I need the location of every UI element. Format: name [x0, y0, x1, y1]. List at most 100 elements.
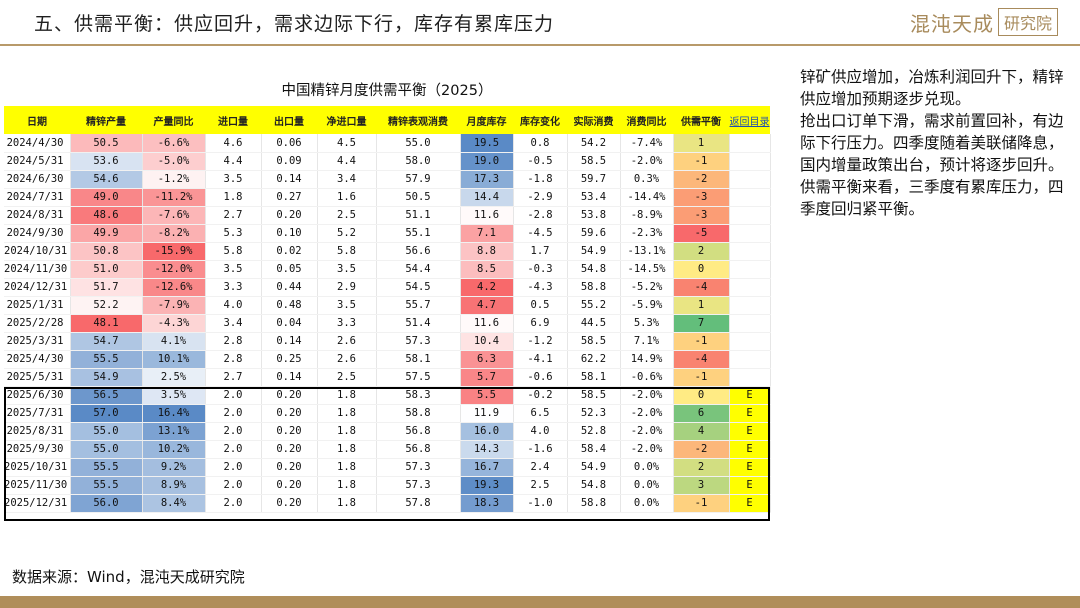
table-header-row: 日期 精锌产量 产量同比 进口量 出口量 净进口量 精锌表观消费 月度库存 库存… — [4, 106, 770, 134]
table-cell: 54.6 — [70, 170, 143, 189]
table-cell: -4 — [673, 350, 730, 369]
table-cell: 59.6 — [567, 224, 621, 243]
date-cell: 2025/6/30 — [4, 386, 71, 405]
table-cell: -2.0% — [620, 386, 674, 405]
table-cell: 2.7 — [205, 206, 262, 225]
table-cell: 51.4 — [376, 314, 461, 333]
table-cell: 57.3 — [376, 458, 461, 477]
table-cell: -6.6% — [142, 134, 206, 153]
estimate-flag-cell — [729, 206, 771, 225]
table-cell: 0.20 — [261, 422, 318, 441]
table-cell: -1.0 — [513, 494, 568, 513]
table-cell: 18.3 — [460, 494, 514, 513]
table-cell: 5.3 — [205, 224, 262, 243]
date-cell: 2024/4/30 — [4, 134, 71, 153]
table-cell: 57.0 — [70, 404, 143, 423]
table-cell: 54.8 — [567, 476, 621, 495]
table-cell: 0 — [673, 260, 730, 279]
commentary-paragraph: 抢出口订单下滑，需求前置回补，有边际下行压力。四季度随着美联储降息，国内增量政策… — [800, 112, 1064, 174]
table-cell: 7.1% — [620, 332, 674, 351]
table-cell: 2.0 — [205, 422, 262, 441]
table-cell: 8.4% — [142, 494, 206, 513]
table-cell: 54.9 — [567, 458, 621, 477]
table-cell: 54.9 — [567, 242, 621, 261]
table-cell: -8.9% — [620, 206, 674, 225]
estimate-flag-cell — [729, 278, 771, 297]
estimate-flag-cell: E — [729, 458, 771, 477]
table-cell: 55.0 — [70, 422, 143, 441]
table-cell: 0.20 — [261, 476, 318, 495]
table-cell: 2.0 — [205, 494, 262, 513]
data-source-note: 数据来源：Wind，混沌天成研究院 — [12, 568, 245, 586]
table-cell: 2.0 — [205, 386, 262, 405]
table-cell: 11.6 — [460, 206, 514, 225]
table-cell: -14.5% — [620, 260, 674, 279]
table-row: 2025/12/31 56.0 8.4% 2.0 0.20 1.8 57.8 18.3 -1.0… — [4, 494, 771, 513]
table-row: 2024/11/30 51.0 -12.0% 3.5 0.05 3.5 54.4 8.5 -0.… — [4, 260, 771, 279]
table-cell: 58.3 — [376, 386, 461, 405]
date-cell: 2024/10/31 — [4, 242, 71, 261]
table-cell: 2.0 — [205, 458, 262, 477]
table-row: 2024/12/31 51.7 -12.6% 3.3 0.44 2.9 54.5 4.2 -4.… — [4, 278, 771, 297]
table-cell: -7.6% — [142, 206, 206, 225]
table-cell: 16.0 — [460, 422, 514, 441]
table-cell: 0.0% — [620, 476, 674, 495]
table-cell: 2.5 — [317, 368, 377, 387]
table-row: 2025/6/30 56.5 3.5% 2.0 0.20 1.8 58.3 5.5 -0.2 58… — [4, 386, 771, 405]
table-cell: -1 — [673, 494, 730, 513]
date-cell: 2024/5/31 — [4, 152, 71, 171]
table-cell: 1.8 — [317, 476, 377, 495]
table-cell: -0.6% — [620, 368, 674, 387]
table-cell: 0.20 — [261, 404, 318, 423]
table-cell: -5.9% — [620, 296, 674, 315]
table-cell: 3.3 — [317, 314, 377, 333]
table-cell: -7.9% — [142, 296, 206, 315]
table-cell: -11.2% — [142, 188, 206, 207]
table-cell: 0.10 — [261, 224, 318, 243]
table-cell: 55.5 — [70, 350, 143, 369]
table-cell: 3.5 — [317, 260, 377, 279]
table-cell: -4 — [673, 278, 730, 297]
table-row: 2025/3/31 54.7 4.1% 2.8 0.14 2.6 57.3 10.4 -1.2 5… — [4, 332, 771, 351]
supply-demand-table-panel: 中国精锌月度供需平衡（2025） 日期 精锌产量 产量同比 进口量 出口量 净进… — [4, 76, 771, 521]
table-cell: 58.0 — [376, 152, 461, 171]
table-cell: 56.0 — [70, 494, 143, 513]
table-row: 2024/4/30 50.5 -6.6% 4.6 0.06 4.5 55.0 19.5 0.8 5… — [4, 134, 771, 153]
col-header: 月度库存 — [460, 106, 513, 134]
table-cell: 52.3 — [567, 404, 621, 423]
date-cell: 2024/8/31 — [4, 206, 71, 225]
table-row: 2025/11/30 55.5 8.9% 2.0 0.20 1.8 57.3 19.3 2.5 5… — [4, 476, 771, 495]
date-cell: 2025/7/31 — [4, 404, 71, 423]
table-cell: -13.1% — [620, 242, 674, 261]
table-cell: 0.06 — [261, 134, 318, 153]
table-cell: 1.8 — [317, 440, 377, 459]
table-cell: 3.4 — [317, 170, 377, 189]
estimate-flag-cell — [729, 242, 771, 261]
table-cell: 0.20 — [261, 458, 318, 477]
date-cell: 2025/12/31 — [4, 494, 71, 513]
estimate-flag-cell: E — [729, 476, 771, 495]
table-cell: 0.14 — [261, 368, 318, 387]
table-cell: 0.0% — [620, 458, 674, 477]
table-cell: 57.3 — [376, 332, 461, 351]
table-cell: 2.0 — [205, 440, 262, 459]
table-cell: 2.5 — [317, 206, 377, 225]
table-cell: 3.5 — [205, 260, 262, 279]
table-cell: 0.14 — [261, 332, 318, 351]
table-cell: 50.5 — [376, 188, 461, 207]
table-cell: 4.0 — [513, 422, 568, 441]
estimate-flag-cell — [729, 224, 771, 243]
table-cell: 44.5 — [567, 314, 621, 333]
table-cell: 0.3% — [620, 170, 674, 189]
table-cell: 17.3 — [460, 170, 514, 189]
table-cell: 2.5% — [142, 368, 206, 387]
col-header: 供需平衡 — [673, 106, 729, 134]
table-row: 2025/5/31 54.9 2.5% 2.7 0.14 2.5 57.5 5.7 -0.6 58… — [4, 368, 771, 387]
table-cell: 0.8 — [513, 134, 568, 153]
estimate-flag-cell — [729, 260, 771, 279]
date-cell: 2025/10/31 — [4, 458, 71, 477]
back-to-contents-link[interactable]: 返回目录 — [729, 106, 770, 134]
table-cell: 54.5 — [376, 278, 461, 297]
table-body: 2024/4/30 50.5 -6.6% 4.6 0.06 4.5 55.0 19.5 0.8 5… — [4, 134, 771, 513]
table-cell: 3.5% — [142, 386, 206, 405]
